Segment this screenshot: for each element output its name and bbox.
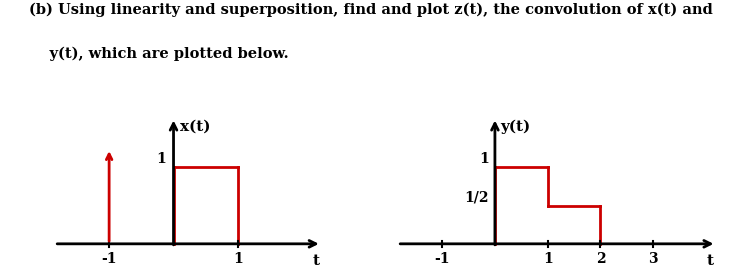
Text: y(t), which are plotted below.: y(t), which are plotted below. (29, 46, 289, 60)
Text: 1: 1 (479, 152, 488, 166)
Text: -1: -1 (102, 252, 117, 266)
Text: x(t): x(t) (180, 120, 211, 134)
Text: 1: 1 (543, 252, 553, 266)
Text: 1: 1 (156, 152, 166, 166)
Text: -1: -1 (434, 252, 450, 266)
Text: 1: 1 (233, 252, 243, 266)
Text: y(t): y(t) (500, 120, 531, 134)
Text: 3: 3 (648, 252, 658, 266)
Text: t: t (707, 254, 713, 268)
Text: (b) Using linearity and superposition, find and plot z(t), the convolution of x(: (b) Using linearity and superposition, f… (29, 3, 713, 17)
Text: 2: 2 (596, 252, 605, 266)
Text: t: t (313, 254, 320, 268)
Text: 1/2: 1/2 (464, 190, 488, 204)
